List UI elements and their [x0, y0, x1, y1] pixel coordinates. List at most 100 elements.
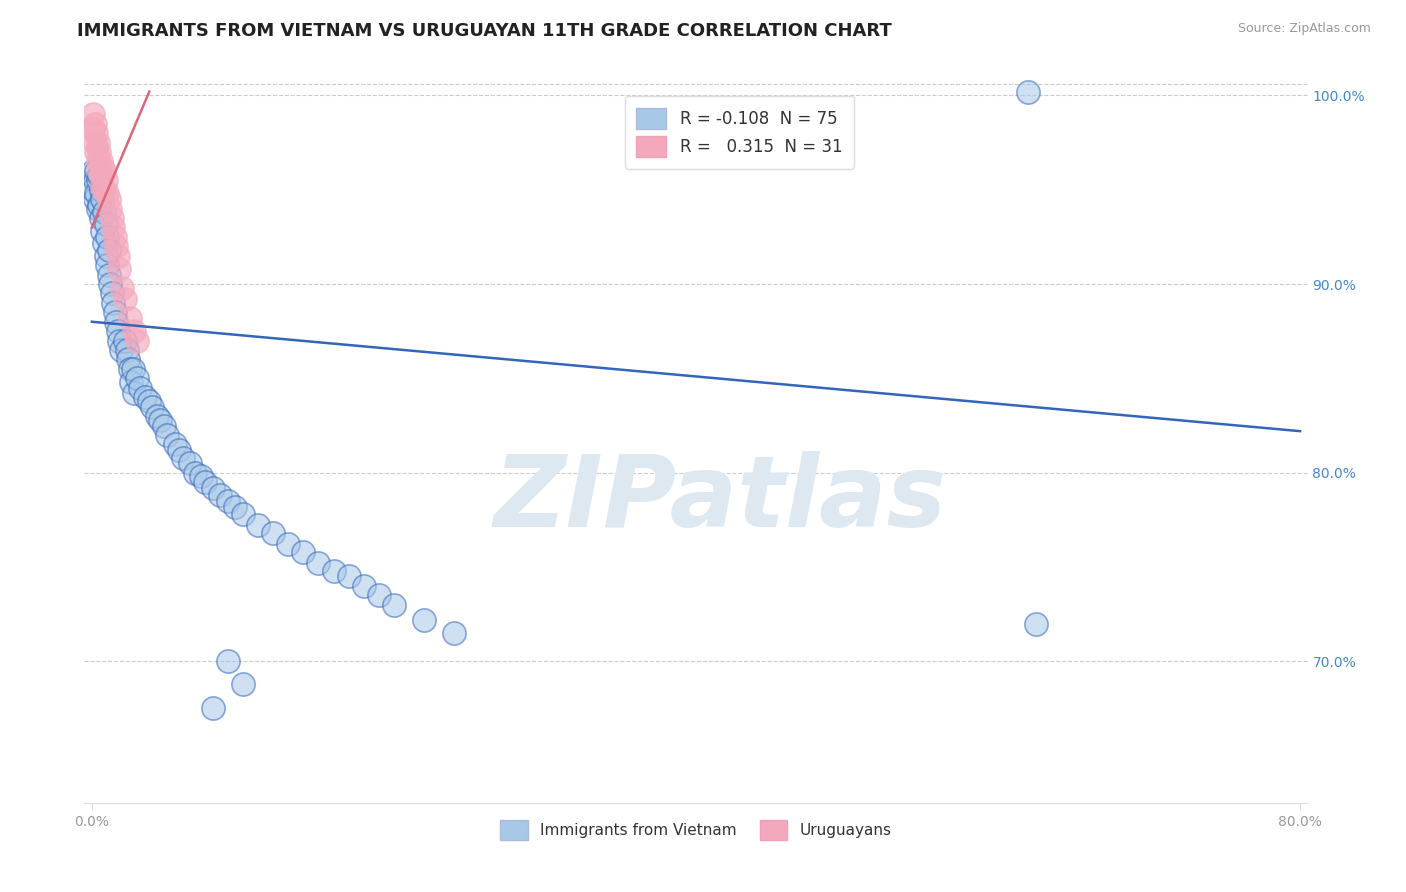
Point — [90, 183, 112, 197]
Point — [100, 286, 122, 301]
Point — [169, 443, 191, 458]
Point — [101, 220, 124, 235]
Point — [262, 526, 284, 541]
Point — [98, 277, 121, 291]
Point — [97, 268, 120, 282]
Point — [86, 126, 108, 140]
Point — [118, 362, 141, 376]
Point — [90, 168, 112, 182]
Point — [179, 456, 201, 470]
Point — [307, 556, 329, 570]
Point — [110, 343, 132, 357]
Point — [96, 186, 118, 201]
Point — [94, 173, 117, 187]
Point — [87, 173, 110, 187]
Point — [82, 183, 104, 197]
Point — [149, 413, 172, 427]
Point — [129, 381, 152, 395]
Point — [353, 579, 375, 593]
Point — [86, 145, 108, 159]
Point — [103, 230, 125, 244]
Point — [97, 243, 120, 257]
Point — [146, 409, 169, 423]
Point — [91, 192, 114, 206]
Point — [105, 239, 128, 253]
Point — [172, 450, 194, 465]
Point — [84, 192, 107, 206]
Point — [413, 613, 436, 627]
Point — [120, 375, 142, 389]
Point — [93, 164, 115, 178]
Text: Source: ZipAtlas.com: Source: ZipAtlas.com — [1237, 22, 1371, 36]
Point — [127, 371, 149, 385]
Point — [232, 507, 254, 521]
Point — [84, 117, 107, 131]
Point — [141, 400, 163, 414]
Point — [217, 494, 239, 508]
Point — [100, 211, 122, 225]
Point — [190, 469, 212, 483]
Point — [94, 249, 117, 263]
Point — [82, 107, 104, 121]
Point — [108, 261, 131, 276]
Point — [127, 334, 149, 348]
Point — [201, 701, 224, 715]
Point — [84, 136, 107, 150]
Point — [443, 626, 465, 640]
Point — [322, 564, 344, 578]
Point — [93, 205, 115, 219]
Point — [93, 183, 115, 197]
Text: IMMIGRANTS FROM VIETNAM VS URUGUAYAN 11TH GRADE CORRELATION CHART: IMMIGRANTS FROM VIETNAM VS URUGUAYAN 11T… — [77, 22, 891, 40]
Point — [107, 249, 129, 263]
Point — [117, 352, 139, 367]
Point — [103, 305, 125, 319]
Point — [224, 500, 246, 514]
Point — [89, 198, 111, 212]
Point — [138, 394, 160, 409]
Point — [114, 292, 136, 306]
Point — [91, 224, 114, 238]
Point — [86, 164, 108, 178]
Point — [89, 145, 111, 159]
Point — [217, 654, 239, 668]
Point — [98, 202, 121, 216]
Point — [107, 324, 129, 338]
Point — [82, 122, 104, 136]
Point — [118, 310, 141, 325]
Point — [114, 334, 136, 348]
Point — [121, 362, 143, 376]
Point — [96, 258, 118, 272]
Point — [97, 192, 120, 206]
Point — [111, 281, 134, 295]
Point — [134, 390, 156, 404]
Point — [1025, 616, 1047, 631]
Point — [183, 466, 205, 480]
Legend: Immigrants from Vietnam, Uruguayans: Immigrants from Vietnam, Uruguayans — [495, 814, 897, 846]
Point — [367, 588, 389, 602]
Point — [94, 217, 117, 231]
Point — [201, 481, 224, 495]
Point — [247, 518, 270, 533]
Point — [89, 168, 111, 182]
Point — [292, 545, 315, 559]
Point — [163, 437, 186, 451]
Point — [1017, 85, 1039, 99]
Point — [86, 186, 108, 201]
Point — [153, 418, 176, 433]
Point — [108, 334, 131, 348]
Point — [156, 428, 179, 442]
Point — [91, 178, 114, 193]
Point — [382, 598, 405, 612]
Point — [115, 343, 138, 357]
Point — [87, 154, 110, 169]
Point — [87, 202, 110, 216]
Point — [209, 488, 232, 502]
Point — [96, 230, 118, 244]
Point — [91, 160, 114, 174]
Point — [90, 211, 112, 225]
Point — [90, 154, 112, 169]
Point — [105, 315, 128, 329]
Point — [194, 475, 217, 489]
Point — [122, 324, 145, 338]
Point — [89, 164, 111, 178]
